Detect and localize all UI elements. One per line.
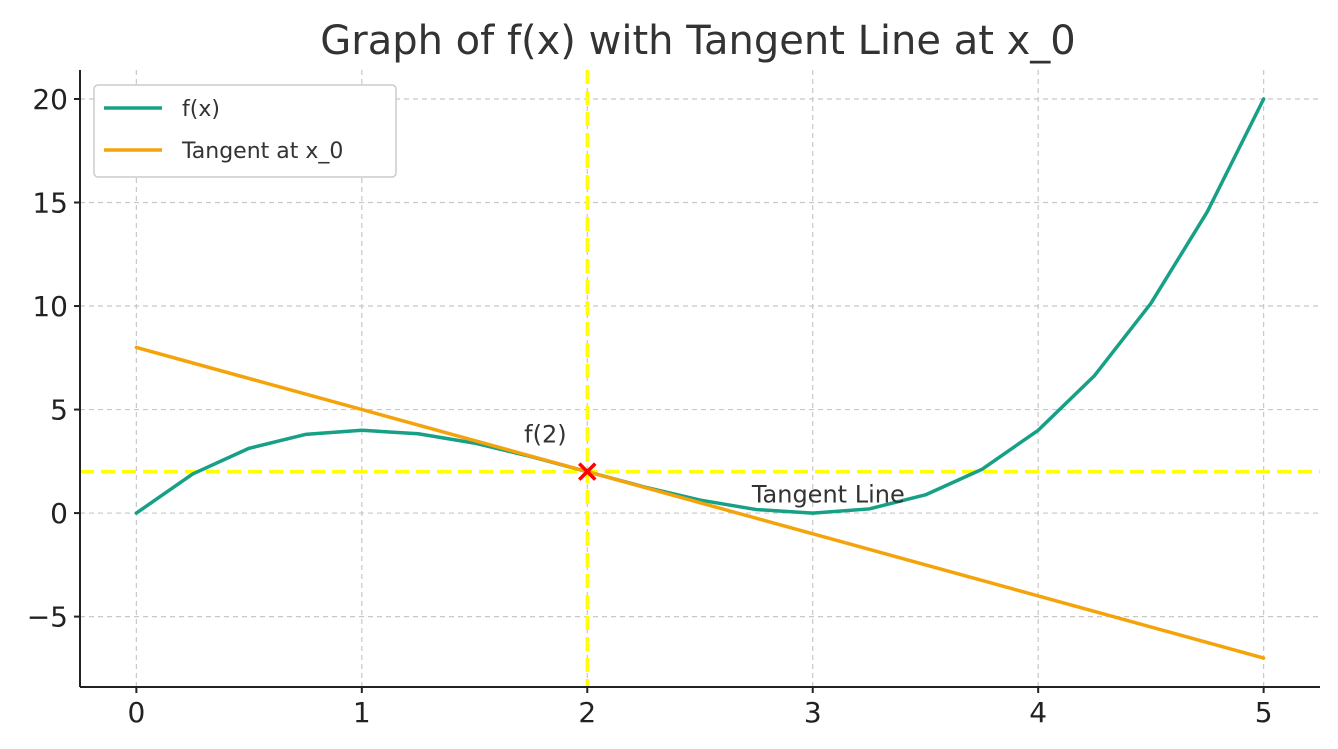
x-tick-label: 4 [1029,696,1047,729]
axes [74,70,1320,693]
x-tick-label: 0 [127,696,145,729]
y-tick-label: 20 [32,83,68,116]
y-tick-label: 0 [50,497,68,530]
annotation-text: f(2) [524,421,566,449]
reference-lines [80,70,1320,687]
legend-box [93,84,397,178]
point-marker [578,462,597,481]
series-line-tangent [134,345,1266,660]
annotations: f(2) Tangent Line [524,421,905,509]
chart-title: Graph of f(x) with Tangent Line at x_0 [320,18,1075,64]
x-tick-label: 5 [1255,696,1273,729]
y-tick-label: 5 [50,394,68,427]
legend-label-fx: f(x) [182,97,220,122]
x-tick-label: 1 [353,696,371,729]
y-tick-label: 10 [32,290,68,323]
y-tick-label: 15 [32,187,68,220]
marker-stroke [578,462,597,481]
series-lines [134,97,1266,660]
x-tick-label: 2 [578,696,596,729]
series-line-fx [134,97,1266,515]
legend-label-tangent: Tangent at x_0 [181,139,343,164]
y-tick-label: −5 [27,601,68,634]
tangent-point-marker [578,462,597,481]
tick-labels: 0 1 2 3 4 5 −5 0 5 10 15 20 [27,83,1273,729]
annotation-text: Tangent Line [751,481,905,509]
x-tick-label: 3 [804,696,822,729]
legend: f(x) Tangent at x_0 [93,84,397,178]
